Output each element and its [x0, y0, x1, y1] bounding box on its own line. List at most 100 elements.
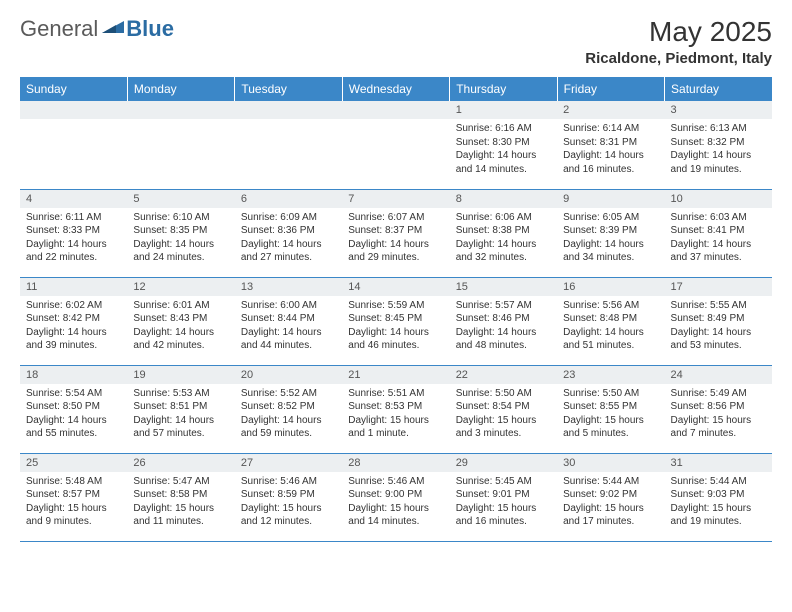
daylight-text: and 22 minutes. — [26, 251, 121, 265]
sunset-text: Sunset: 9:03 PM — [671, 488, 766, 502]
logo-text-blue: Blue — [126, 16, 174, 42]
daylight-text: and 17 minutes. — [563, 515, 658, 529]
calendar-cell — [342, 101, 449, 189]
sunrise-text: Sunrise: 5:49 AM — [671, 387, 766, 401]
day-data: Sunrise: 5:51 AMSunset: 8:53 PMDaylight:… — [342, 384, 449, 445]
calendar-cell: 31Sunrise: 5:44 AMSunset: 9:03 PMDayligh… — [665, 453, 772, 541]
day-number: 1 — [450, 101, 557, 119]
daylight-text: and 42 minutes. — [133, 339, 228, 353]
calendar-table: Sunday Monday Tuesday Wednesday Thursday… — [20, 77, 772, 542]
sunset-text: Sunset: 8:38 PM — [456, 224, 551, 238]
title-block: May 2025 Ricaldone, Piedmont, Italy — [585, 16, 772, 67]
day-number: 27 — [235, 454, 342, 472]
daylight-text: Daylight: 14 hours — [563, 238, 658, 252]
empty-daynum — [20, 101, 127, 119]
sunrise-text: Sunrise: 6:13 AM — [671, 122, 766, 136]
calendar-cell: 17Sunrise: 5:55 AMSunset: 8:49 PMDayligh… — [665, 277, 772, 365]
calendar-cell: 10Sunrise: 6:03 AMSunset: 8:41 PMDayligh… — [665, 189, 772, 277]
daylight-text: Daylight: 14 hours — [671, 326, 766, 340]
sunset-text: Sunset: 8:53 PM — [348, 400, 443, 414]
day-data: Sunrise: 6:06 AMSunset: 8:38 PMDaylight:… — [450, 208, 557, 269]
logo-text-general: General — [20, 16, 98, 42]
daylight-text: Daylight: 15 hours — [456, 502, 551, 516]
daylight-text: Daylight: 15 hours — [348, 502, 443, 516]
calendar-cell: 30Sunrise: 5:44 AMSunset: 9:02 PMDayligh… — [557, 453, 664, 541]
day-data: Sunrise: 5:48 AMSunset: 8:57 PMDaylight:… — [20, 472, 127, 533]
daylight-text: Daylight: 15 hours — [26, 502, 121, 516]
day-header: Monday — [127, 77, 234, 101]
sunset-text: Sunset: 8:44 PM — [241, 312, 336, 326]
sunrise-text: Sunrise: 6:02 AM — [26, 299, 121, 313]
sunset-text: Sunset: 9:00 PM — [348, 488, 443, 502]
day-data: Sunrise: 6:00 AMSunset: 8:44 PMDaylight:… — [235, 296, 342, 357]
daylight-text: and 39 minutes. — [26, 339, 121, 353]
sunset-text: Sunset: 8:31 PM — [563, 136, 658, 150]
calendar-cell: 15Sunrise: 5:57 AMSunset: 8:46 PMDayligh… — [450, 277, 557, 365]
calendar-cell: 13Sunrise: 6:00 AMSunset: 8:44 PMDayligh… — [235, 277, 342, 365]
day-data: Sunrise: 6:16 AMSunset: 8:30 PMDaylight:… — [450, 119, 557, 180]
daylight-text: and 14 minutes. — [456, 163, 551, 177]
calendar-cell: 19Sunrise: 5:53 AMSunset: 8:51 PMDayligh… — [127, 365, 234, 453]
calendar-cell — [235, 101, 342, 189]
day-data: Sunrise: 5:49 AMSunset: 8:56 PMDaylight:… — [665, 384, 772, 445]
calendar-cell: 9Sunrise: 6:05 AMSunset: 8:39 PMDaylight… — [557, 189, 664, 277]
day-number: 9 — [557, 190, 664, 208]
day-number: 16 — [557, 278, 664, 296]
sunrise-text: Sunrise: 6:14 AM — [563, 122, 658, 136]
calendar-cell: 2Sunrise: 6:14 AMSunset: 8:31 PMDaylight… — [557, 101, 664, 189]
sunrise-text: Sunrise: 5:44 AM — [563, 475, 658, 489]
day-header-row: Sunday Monday Tuesday Wednesday Thursday… — [20, 77, 772, 101]
daylight-text: and 48 minutes. — [456, 339, 551, 353]
sunset-text: Sunset: 8:57 PM — [26, 488, 121, 502]
sunrise-text: Sunrise: 5:52 AM — [241, 387, 336, 401]
empty-daynum — [342, 101, 449, 119]
day-header: Thursday — [450, 77, 557, 101]
day-data: Sunrise: 5:46 AMSunset: 8:59 PMDaylight:… — [235, 472, 342, 533]
day-data: Sunrise: 6:13 AMSunset: 8:32 PMDaylight:… — [665, 119, 772, 180]
day-number: 4 — [20, 190, 127, 208]
daylight-text: and 53 minutes. — [671, 339, 766, 353]
sunset-text: Sunset: 8:46 PM — [456, 312, 551, 326]
sunrise-text: Sunrise: 5:48 AM — [26, 475, 121, 489]
day-number: 18 — [20, 366, 127, 384]
sunset-text: Sunset: 8:55 PM — [563, 400, 658, 414]
sunset-text: Sunset: 8:50 PM — [26, 400, 121, 414]
calendar-cell: 26Sunrise: 5:47 AMSunset: 8:58 PMDayligh… — [127, 453, 234, 541]
calendar-cell: 22Sunrise: 5:50 AMSunset: 8:54 PMDayligh… — [450, 365, 557, 453]
day-number: 10 — [665, 190, 772, 208]
daylight-text: Daylight: 14 hours — [241, 238, 336, 252]
sunset-text: Sunset: 9:01 PM — [456, 488, 551, 502]
day-number: 19 — [127, 366, 234, 384]
sunrise-text: Sunrise: 6:10 AM — [133, 211, 228, 225]
day-number: 8 — [450, 190, 557, 208]
daylight-text: and 12 minutes. — [241, 515, 336, 529]
calendar-week-row: 11Sunrise: 6:02 AMSunset: 8:42 PMDayligh… — [20, 277, 772, 365]
daylight-text: Daylight: 14 hours — [241, 414, 336, 428]
daylight-text: and 57 minutes. — [133, 427, 228, 441]
calendar-cell: 25Sunrise: 5:48 AMSunset: 8:57 PMDayligh… — [20, 453, 127, 541]
calendar-cell — [127, 101, 234, 189]
sunrise-text: Sunrise: 6:16 AM — [456, 122, 551, 136]
day-data: Sunrise: 6:07 AMSunset: 8:37 PMDaylight:… — [342, 208, 449, 269]
sunrise-text: Sunrise: 6:03 AM — [671, 211, 766, 225]
day-number: 5 — [127, 190, 234, 208]
calendar-cell: 24Sunrise: 5:49 AMSunset: 8:56 PMDayligh… — [665, 365, 772, 453]
sunrise-text: Sunrise: 5:50 AM — [456, 387, 551, 401]
sunrise-text: Sunrise: 6:06 AM — [456, 211, 551, 225]
sunset-text: Sunset: 8:43 PM — [133, 312, 228, 326]
day-data: Sunrise: 6:01 AMSunset: 8:43 PMDaylight:… — [127, 296, 234, 357]
day-data: Sunrise: 6:05 AMSunset: 8:39 PMDaylight:… — [557, 208, 664, 269]
empty-daynum — [127, 101, 234, 119]
calendar-week-row: 18Sunrise: 5:54 AMSunset: 8:50 PMDayligh… — [20, 365, 772, 453]
calendar-cell: 3Sunrise: 6:13 AMSunset: 8:32 PMDaylight… — [665, 101, 772, 189]
sunset-text: Sunset: 8:56 PM — [671, 400, 766, 414]
daylight-text: and 34 minutes. — [563, 251, 658, 265]
daylight-text: and 24 minutes. — [133, 251, 228, 265]
sunrise-text: Sunrise: 5:47 AM — [133, 475, 228, 489]
sunrise-text: Sunrise: 5:59 AM — [348, 299, 443, 313]
sunset-text: Sunset: 8:33 PM — [26, 224, 121, 238]
sunset-text: Sunset: 8:39 PM — [563, 224, 658, 238]
day-number: 26 — [127, 454, 234, 472]
daylight-text: Daylight: 14 hours — [26, 238, 121, 252]
calendar-cell: 20Sunrise: 5:52 AMSunset: 8:52 PMDayligh… — [235, 365, 342, 453]
